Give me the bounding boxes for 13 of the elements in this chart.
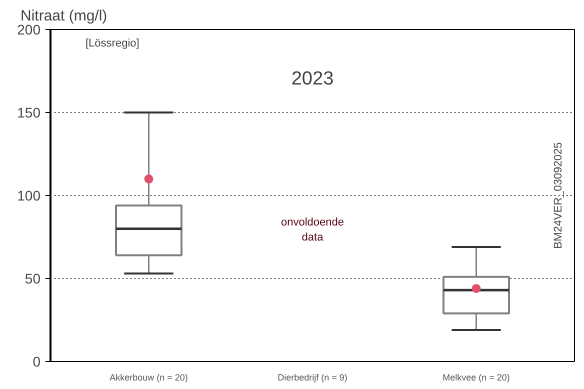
x-tick-label: Akkerbouw (n = 20) [110, 372, 188, 382]
x-tick-label: Dierbedrijf (n = 9) [278, 372, 348, 382]
y-tick-label: 50 [24, 270, 41, 286]
y-tick-label: 200 [17, 22, 41, 38]
annotation: BM24VER_03092025 [552, 142, 564, 249]
text: [Lössregio] [86, 38, 140, 50]
y-tick-label: 0 [32, 354, 41, 370]
y-axis-title: Nitraat (mg/l) [20, 8, 108, 24]
y-tick-label: 150 [17, 104, 41, 120]
y-tick-label: 100 [17, 188, 41, 204]
annotation: onvoldoende data [281, 216, 344, 244]
x-tick-label: Melkvee (n = 20) [442, 372, 510, 382]
text: 2023 [291, 68, 334, 90]
